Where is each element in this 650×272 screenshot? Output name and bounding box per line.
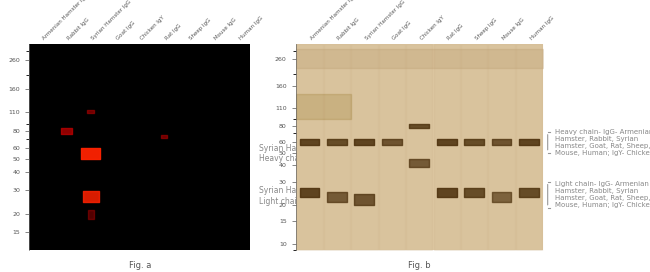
Text: Armenian Hamster IgG: Armenian Hamster IgG <box>309 0 358 41</box>
Text: Rat IgG: Rat IgG <box>447 23 465 41</box>
Text: Syrian Hamster IgG: Syrian Hamster IgG <box>365 0 406 41</box>
Text: Fig. a: Fig. a <box>129 261 151 270</box>
Text: Armenian Hamster IgG: Armenian Hamster IgG <box>42 0 90 41</box>
Text: Syrian Hamster IgG: Syrian Hamster IgG <box>90 0 133 41</box>
Text: Sheep IgG: Sheep IgG <box>474 18 498 41</box>
Text: Rabbit IgG: Rabbit IgG <box>337 17 361 41</box>
Text: Sheep IgG: Sheep IgG <box>189 18 213 41</box>
Text: Chicken IgY: Chicken IgY <box>140 16 166 41</box>
Text: Light chain- IgG- Armenian
Hamster, Rabbit, Syrian
Hamster, Goat, Rat, Sheep,
Mo: Light chain- IgG- Armenian Hamster, Rabb… <box>555 181 650 208</box>
Text: Fig. b: Fig. b <box>408 261 430 270</box>
Text: Rabbit IgG: Rabbit IgG <box>66 17 90 41</box>
Text: Rat IgG: Rat IgG <box>164 23 182 41</box>
Text: Human IgG: Human IgG <box>529 16 554 41</box>
Text: Mouse IgG: Mouse IgG <box>213 17 237 41</box>
Text: Syrian Hamster IgG
Light chain: Syrian Hamster IgG Light chain <box>259 186 334 206</box>
Text: Human IgG: Human IgG <box>238 16 264 41</box>
Text: Syrian Hamster IgG
Heavy chain: Syrian Hamster IgG Heavy chain <box>259 144 334 163</box>
Text: Goat IgG: Goat IgG <box>115 21 136 41</box>
Text: Heavy chain- IgG- Armenian
Hamster, Rabbit, Syrian
Hamster, Goat, Rat, Sheep,
Mo: Heavy chain- IgG- Armenian Hamster, Rabb… <box>555 129 650 156</box>
Text: Chicken IgY: Chicken IgY <box>419 16 445 41</box>
Text: Goat IgG: Goat IgG <box>392 21 413 41</box>
Text: Mouse IgG: Mouse IgG <box>502 17 526 41</box>
